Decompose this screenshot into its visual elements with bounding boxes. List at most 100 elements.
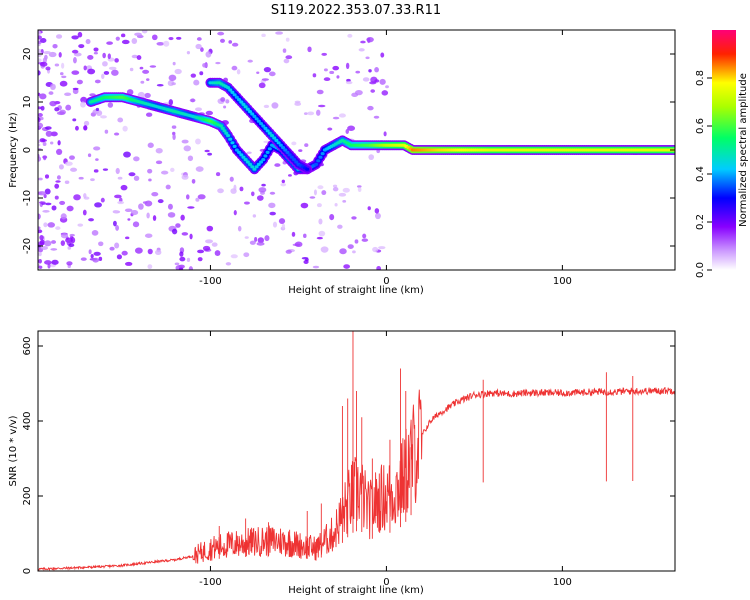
- y-tick-label: 10: [22, 96, 33, 109]
- noise-speck: [257, 237, 264, 244]
- noise-speck: [48, 91, 54, 95]
- noise-speck: [161, 170, 169, 175]
- noise-speck: [195, 43, 202, 50]
- ridge-core: [245, 107, 250, 111]
- noise-speck: [179, 256, 186, 262]
- noise-speck: [332, 116, 340, 120]
- noise-speck: [140, 80, 145, 84]
- noise-speck: [342, 200, 347, 203]
- noise-speck: [114, 242, 120, 249]
- noise-speck: [179, 251, 184, 257]
- noise-speck: [357, 187, 362, 193]
- noise-speck: [82, 209, 87, 216]
- noise-speck: [368, 69, 372, 73]
- noise-speck: [117, 117, 124, 123]
- noise-speck: [131, 37, 138, 44]
- ridge-core: [256, 162, 261, 166]
- noise-speck: [38, 258, 42, 264]
- noise-speck: [91, 230, 99, 236]
- y-tick-label: 200: [22, 486, 33, 505]
- noise-speck: [147, 248, 153, 255]
- noise-speck: [40, 105, 45, 111]
- ridge-core: [252, 167, 257, 171]
- noise-speck: [291, 141, 297, 146]
- noise-speck: [282, 48, 287, 53]
- noise-speck: [379, 78, 386, 85]
- noise-speck: [93, 251, 101, 256]
- noise-speck: [69, 155, 75, 160]
- noise-speck: [127, 218, 131, 221]
- noise-speck: [80, 101, 86, 108]
- noise-speck: [183, 145, 192, 152]
- noise-speck: [75, 125, 79, 131]
- noise-speck: [193, 79, 200, 86]
- noise-speck: [50, 141, 54, 145]
- ridge-core: [320, 152, 325, 156]
- noise-speck: [187, 155, 194, 162]
- noise-speck: [283, 58, 290, 64]
- noise-speck: [190, 73, 197, 78]
- noise-speck: [94, 202, 102, 208]
- noise-speck: [181, 139, 189, 144]
- noise-speck: [54, 107, 60, 112]
- noise-speck: [168, 99, 174, 106]
- noise-speck: [147, 264, 153, 270]
- noise-speck: [236, 69, 241, 75]
- noise-speck: [211, 242, 218, 247]
- noise-speck: [367, 37, 371, 44]
- ridge-core: [261, 158, 266, 162]
- figure-title: S119.2022.353.07.33.R11: [271, 3, 441, 18]
- noise-speck: [42, 57, 48, 63]
- y-tick-label: -20: [22, 238, 33, 254]
- noise-speck: [38, 48, 42, 52]
- noise-speck: [134, 32, 142, 36]
- noise-speck: [87, 153, 92, 158]
- colorbar-label: Normalized spectral amplitude: [738, 73, 749, 227]
- noise-speck: [151, 192, 159, 197]
- noise-speck: [338, 192, 347, 197]
- noise-speck: [77, 223, 84, 227]
- ridge-core: [294, 160, 299, 164]
- noise-speck: [60, 233, 69, 239]
- ridge-core: [256, 119, 261, 123]
- noise-speck: [318, 218, 323, 225]
- noise-speck: [300, 202, 309, 209]
- noise-speck: [61, 75, 67, 79]
- noise-speck: [189, 233, 193, 240]
- noise-speck: [38, 117, 41, 123]
- ridge-core: [316, 159, 321, 163]
- noise-speck: [51, 240, 57, 244]
- ridge-core: [245, 160, 250, 164]
- noise-speck: [225, 99, 230, 104]
- noise-speck: [285, 55, 293, 60]
- noise-speck: [171, 125, 177, 129]
- noise-speck: [256, 242, 265, 246]
- noise-speck: [356, 185, 362, 188]
- ridge-core: [252, 114, 257, 118]
- noise-speck: [73, 57, 77, 64]
- noise-speck: [264, 235, 270, 242]
- noise-speck: [147, 142, 154, 148]
- noise-speck: [64, 180, 70, 184]
- ridge-core: [318, 155, 323, 159]
- colorbar-tick-label: 0.2: [695, 214, 706, 230]
- noise-speck: [57, 140, 61, 146]
- noise-speck: [106, 41, 113, 45]
- colorbar-tick-label: 0.4: [695, 166, 706, 182]
- noise-speck: [246, 151, 252, 155]
- noise-speck: [316, 203, 322, 208]
- snr-x-label: Height of straight line (km): [288, 585, 424, 596]
- noise-speck: [317, 104, 326, 108]
- noise-speck: [347, 33, 353, 38]
- ridge-core: [270, 134, 275, 138]
- noise-speck: [374, 208, 380, 214]
- ridge-core: [241, 102, 246, 106]
- ridge-core: [263, 126, 268, 130]
- noise-speck: [195, 138, 201, 145]
- noise-speck: [43, 222, 48, 228]
- noise-speck: [374, 79, 380, 83]
- noise-speck: [66, 205, 74, 212]
- noise-speck: [83, 65, 87, 71]
- noise-speck: [122, 125, 128, 132]
- noise-speck: [263, 104, 270, 109]
